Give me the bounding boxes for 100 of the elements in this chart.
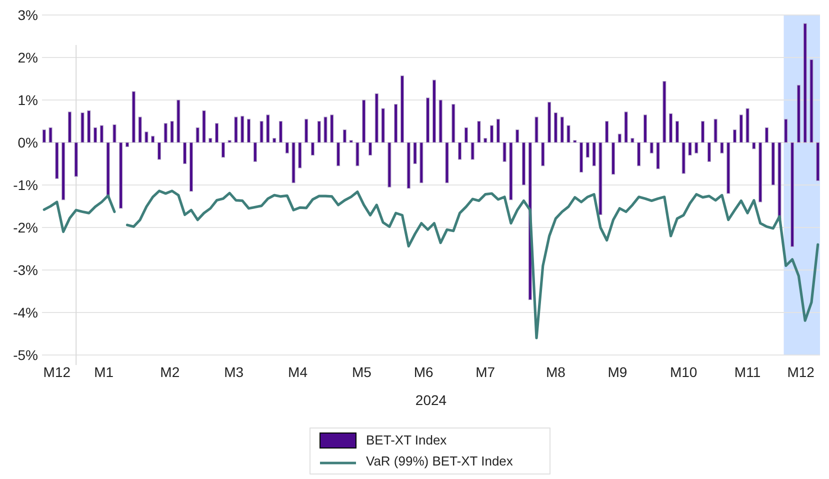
bar xyxy=(196,127,200,143)
bar xyxy=(55,142,59,179)
bar xyxy=(42,129,46,143)
bar xyxy=(452,104,456,143)
bar xyxy=(62,142,66,200)
x-tick-label: M11 xyxy=(734,364,761,380)
bar xyxy=(656,142,660,170)
x-tick-label: M5 xyxy=(352,364,372,380)
bar xyxy=(48,127,52,143)
bar xyxy=(68,112,72,143)
x-tick-label: M4 xyxy=(288,364,308,380)
bar xyxy=(566,125,570,143)
x-axis-title: 2024 xyxy=(415,392,447,408)
bar xyxy=(707,142,711,162)
bar xyxy=(406,142,410,189)
bar xyxy=(490,125,494,143)
bar xyxy=(573,140,577,143)
bar xyxy=(228,140,232,143)
bar xyxy=(266,114,270,143)
bar xyxy=(790,142,794,247)
bar xyxy=(388,142,392,188)
bar xyxy=(112,124,116,143)
bar xyxy=(554,112,558,143)
bar xyxy=(771,142,775,186)
x-tick-label: M7 xyxy=(476,364,496,380)
bar xyxy=(432,80,436,143)
bar xyxy=(598,142,602,216)
bar xyxy=(796,84,800,143)
bar xyxy=(240,116,244,143)
bar xyxy=(253,142,257,162)
bar xyxy=(496,118,500,143)
bar xyxy=(292,142,296,184)
bar xyxy=(400,75,404,143)
bar xyxy=(509,142,513,200)
bar xyxy=(304,118,308,143)
legend-label: BET-XT Index xyxy=(366,432,448,448)
bar xyxy=(732,129,737,143)
bar xyxy=(502,142,506,162)
bar xyxy=(541,142,545,166)
bar xyxy=(202,110,206,143)
bar xyxy=(356,142,360,166)
bar xyxy=(752,142,756,150)
bar xyxy=(438,100,442,143)
x-tick-label: M1 xyxy=(94,364,114,380)
bar xyxy=(336,142,340,166)
bar xyxy=(317,120,321,143)
bar xyxy=(138,116,142,143)
bar xyxy=(534,116,538,143)
x-tick-label: M10 xyxy=(670,364,698,380)
y-tick-label: 1% xyxy=(18,92,38,108)
bar xyxy=(189,142,194,192)
bar xyxy=(221,142,225,158)
bar xyxy=(637,142,641,166)
y-tick-label: -5% xyxy=(13,346,38,363)
bar xyxy=(484,138,488,143)
bar xyxy=(522,142,526,186)
bar xyxy=(714,118,718,143)
bar xyxy=(272,138,276,143)
bar xyxy=(310,142,314,156)
x-tick-label: M6 xyxy=(414,364,434,380)
bar xyxy=(260,120,264,143)
bar xyxy=(208,138,212,143)
bar xyxy=(739,114,743,143)
bar xyxy=(516,129,520,143)
bar xyxy=(324,116,328,143)
x-tick-label: M8 xyxy=(546,364,566,380)
bar xyxy=(87,110,91,143)
x-tick-label: M9 xyxy=(608,364,628,380)
bar xyxy=(586,142,590,158)
bar xyxy=(650,142,654,154)
bar xyxy=(381,108,385,143)
y-tick-label: 2% xyxy=(18,49,38,66)
y-tick-label: -4% xyxy=(13,304,38,320)
bar xyxy=(784,118,788,143)
bar xyxy=(278,120,283,143)
bar xyxy=(183,142,187,164)
y-tick-label: 0% xyxy=(18,134,38,150)
bar xyxy=(298,142,302,168)
bar xyxy=(548,102,552,143)
bar xyxy=(445,142,449,184)
bar xyxy=(374,93,378,143)
bar xyxy=(720,142,724,154)
x-tick-label: M12 xyxy=(43,364,71,380)
bar xyxy=(700,120,705,143)
bar xyxy=(362,100,366,143)
bar xyxy=(630,138,634,143)
bar xyxy=(764,127,769,143)
x-tick-label: M2 xyxy=(160,364,180,380)
bar xyxy=(726,142,730,194)
bar xyxy=(675,120,679,143)
bar xyxy=(611,142,616,175)
bar xyxy=(100,125,104,143)
x-tick-label: M3 xyxy=(224,364,244,380)
bar xyxy=(464,127,468,143)
bar xyxy=(643,114,648,143)
bar xyxy=(234,116,238,143)
bar xyxy=(420,142,424,184)
y-tick-label: -2% xyxy=(13,219,38,236)
bar xyxy=(394,104,398,143)
bar xyxy=(106,142,110,198)
